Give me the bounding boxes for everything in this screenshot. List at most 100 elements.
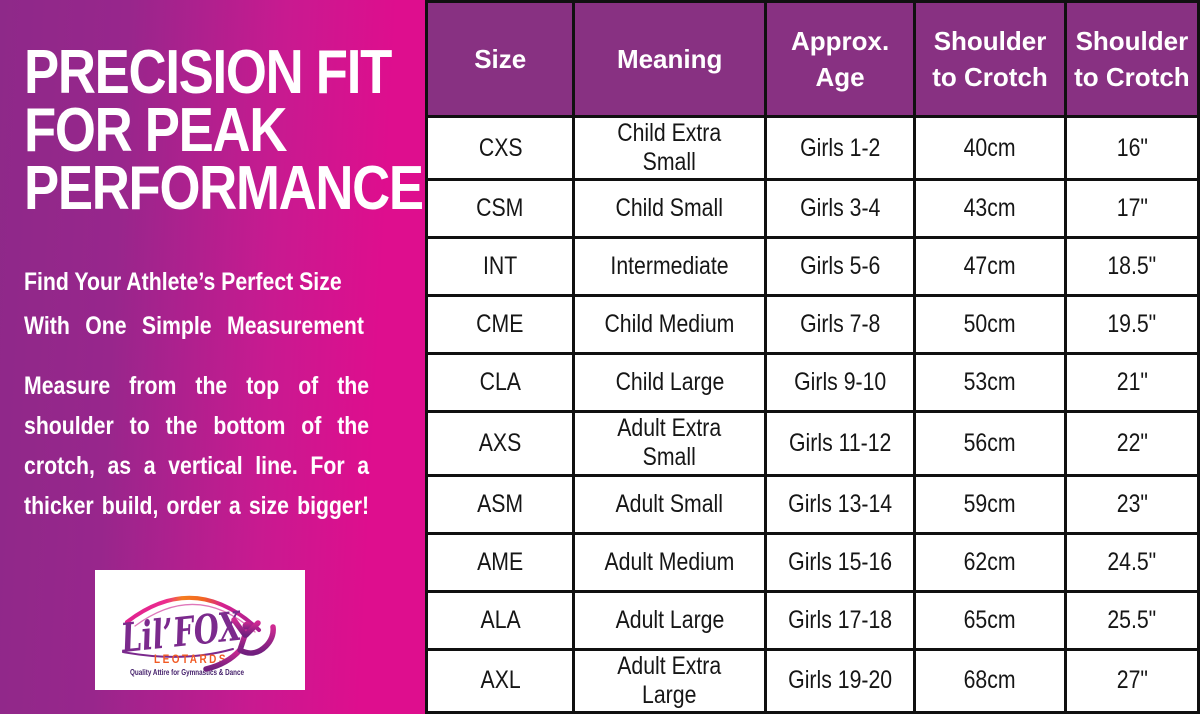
cell-text: 22" <box>1116 428 1148 457</box>
cell-text: 62cm <box>964 547 1017 576</box>
table-cell: 19.5" <box>1063 294 1200 356</box>
table-row: AXS Adult Extra Small Girls 11-12 56cm 22" <box>424 410 1200 477</box>
size-chart-section: Size Meaning Approx. Age Shoulder to Crotch… <box>424 0 1200 714</box>
cell-text: 24.5" <box>1107 547 1157 576</box>
cell-text: 21" <box>1116 368 1148 397</box>
cell-text: 68cm <box>964 666 1017 695</box>
title-line-2: FOR PEAK <box>24 96 287 165</box>
cell-text: ALA <box>480 605 521 634</box>
table-cell: AME <box>424 531 576 593</box>
table-cell: Child Small <box>572 178 767 240</box>
table-row: AXL Adult Extra Large Girls 19-20 68cm 27" <box>424 647 1200 714</box>
table-cell: ALA <box>424 589 576 651</box>
cell-text: Girls 1-2 <box>799 133 881 162</box>
cell-text: CXS <box>478 133 523 162</box>
table-cell: 17" <box>1063 178 1200 240</box>
table-cell: Girls 13-14 <box>763 473 917 535</box>
body-line-3: crotch, as a vertical line. For a <box>24 452 370 480</box>
table-cell: AXS <box>424 410 576 477</box>
lil-fox-logo: Lil’FOX LEOTARDS Quality Attire for Gymn… <box>95 570 305 690</box>
cell-text: 56cm <box>964 428 1017 457</box>
table-cell: 53cm <box>913 352 1067 414</box>
cell-text: Adult Extra Small <box>617 414 722 472</box>
table-cell: Child Medium <box>572 294 767 356</box>
table-row: INT Intermediate Girls 5-6 47cm 18.5" <box>424 236 1200 298</box>
cell-text: Girls 13-14 <box>788 489 893 518</box>
table-cell: 24.5" <box>1063 531 1200 593</box>
subtitle: Find Your Athlete’s Perfect Size With On… <box>24 260 364 348</box>
table-cell: Adult Extra Small <box>572 410 767 477</box>
table-cell: ASM <box>424 473 576 535</box>
column-header: Size <box>424 0 576 118</box>
table-cell: CXS <box>424 114 576 182</box>
cell-text: ASM <box>477 489 524 518</box>
cell-text: CLA <box>479 368 521 397</box>
table-cell: CLA <box>424 352 576 414</box>
cell-text: 65cm <box>964 605 1017 634</box>
table-cell: 43cm <box>913 178 1067 240</box>
cell-text: Girls 11-12 <box>788 428 892 457</box>
subtitle-line-2: With One Simple Measurement <box>24 312 364 340</box>
logo-graphic: Lil’FOX LEOTARDS Quality Attire for Gymn… <box>118 595 276 677</box>
cell-text: CSM <box>476 194 524 223</box>
cell-text: Girls 7-8 <box>799 310 881 339</box>
table-cell: 16" <box>1063 114 1200 182</box>
body-line-4: thicker build, order a size bigger! <box>24 492 370 520</box>
cell-text: 18.5" <box>1107 252 1157 281</box>
cell-text: Girls 17-18 <box>788 605 893 634</box>
measurement-instructions: Measure from the top of the shoulder to … <box>24 366 369 526</box>
table-cell: Adult Small <box>572 473 767 535</box>
table-row: CXS Child Extra Small Girls 1-2 40cm 16" <box>424 114 1200 182</box>
brand-word-text: LEOTARDS <box>154 652 228 666</box>
cell-text: Adult Extra Large <box>617 651 722 709</box>
cell-text: Girls 9-10 <box>794 368 887 397</box>
cell-text: Girls 19-20 <box>788 666 893 695</box>
cell-text: 40cm <box>964 133 1017 162</box>
cell-text: Child Medium <box>604 310 735 339</box>
cell-text: Adult Medium <box>604 547 735 576</box>
cell-text: 16" <box>1116 133 1148 162</box>
cell-text: 19.5" <box>1107 310 1157 339</box>
cell-text: Girls 5-6 <box>799 252 881 281</box>
column-header: Shoulder to Crotch <box>913 0 1067 118</box>
cell-text: INT <box>483 252 518 281</box>
table-cell: Girls 11-12 <box>763 410 917 477</box>
table-cell: 56cm <box>913 410 1067 477</box>
cell-text: 53cm <box>964 368 1017 397</box>
logo-arc-icon <box>125 595 261 632</box>
cell-text: Child Extra Small <box>617 119 722 177</box>
body-line-2: shoulder to the bottom of the <box>24 412 370 440</box>
title-line-3: PERFORMANCE <box>24 154 424 223</box>
cell-text: AXS <box>478 428 522 457</box>
cell-text: Girls 15-16 <box>788 547 893 576</box>
cell-text: 17" <box>1116 194 1148 223</box>
table-cell: Girls 5-6 <box>763 236 917 298</box>
table-cell: 22" <box>1063 410 1200 477</box>
table-row: ALA Adult Large Girls 17-18 65cm 25.5" <box>424 589 1200 651</box>
cell-text: Girls 3-4 <box>799 194 881 223</box>
cell-text: AXL <box>480 666 521 695</box>
table-cell: 18.5" <box>1063 236 1200 298</box>
table-cell: 27" <box>1063 647 1200 714</box>
cell-text: Adult Large <box>615 605 725 634</box>
table-cell: Adult Medium <box>572 531 767 593</box>
cell-text: 27" <box>1116 666 1148 695</box>
gymnast-icon <box>203 617 276 672</box>
table-cell: Child Extra Small <box>572 114 767 182</box>
cell-text: Adult Small <box>615 489 724 518</box>
cell-text: 47cm <box>964 252 1017 281</box>
cell-text: Child Small <box>615 194 724 223</box>
table-cell: Intermediate <box>572 236 767 298</box>
table-row: AME Adult Medium Girls 15-16 62cm 24.5" <box>424 531 1200 593</box>
cell-text: Child Large <box>615 368 725 397</box>
table-cell: INT <box>424 236 576 298</box>
cell-text: AME <box>477 547 524 576</box>
table-cell: Child Large <box>572 352 767 414</box>
table-cell: Adult Large <box>572 589 767 651</box>
table-cell: 23" <box>1063 473 1200 535</box>
left-promo-panel: PRECISION FIT FOR PEAK PERFORMANCE Find … <box>0 0 425 714</box>
size-chart-table: Size Meaning Approx. Age Shoulder to Crotch… <box>424 0 1200 714</box>
size-table-body: CXS Child Extra Small Girls 1-2 40cm 16" CSM C… <box>424 114 1200 714</box>
table-cell: CSM <box>424 178 576 240</box>
cell-text: 23" <box>1116 489 1148 518</box>
